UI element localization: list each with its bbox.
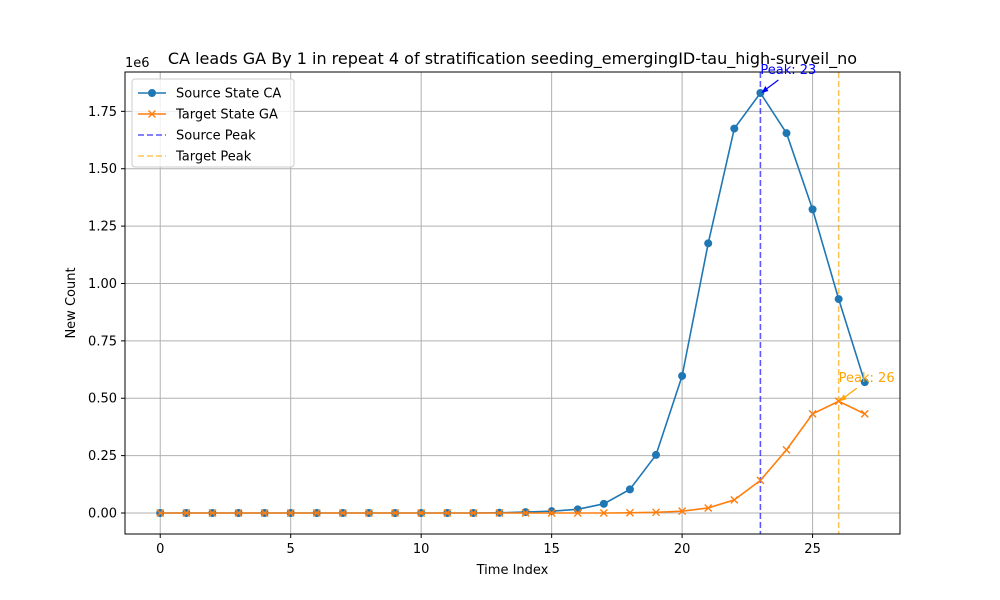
data-point xyxy=(599,509,608,517)
data-point xyxy=(782,445,791,454)
peak-lines xyxy=(759,72,840,534)
data-point xyxy=(495,509,504,517)
data-point xyxy=(286,509,295,517)
data-point xyxy=(704,239,713,248)
data-point xyxy=(834,295,843,304)
data-point xyxy=(678,371,687,380)
data-point xyxy=(312,509,321,517)
data-point xyxy=(652,508,661,517)
data-point xyxy=(338,509,347,517)
x-axis-ticks: 0 5 10 15 20 25 xyxy=(156,534,821,557)
legend-box xyxy=(131,78,295,168)
data-point xyxy=(860,409,869,418)
x-tick-label: 25 xyxy=(804,542,821,557)
y-axis-label: New Count xyxy=(64,267,79,338)
data-point xyxy=(443,509,452,517)
data-point xyxy=(182,509,191,517)
data-point xyxy=(260,509,269,517)
series-x xyxy=(156,397,869,517)
data-point xyxy=(469,509,478,517)
legend-entry: Source State CA xyxy=(138,87,281,102)
data-point xyxy=(625,485,634,494)
data-point xyxy=(756,476,765,485)
annotation-label: Peak: 26 xyxy=(839,371,895,386)
x-tick-label: 5 xyxy=(287,542,295,557)
y-tick-label: 1.00 xyxy=(88,277,117,292)
data-point xyxy=(730,124,739,133)
chart-title: CA leads GA By 1 in repeat 4 of stratifi… xyxy=(168,49,857,69)
x-tick-label: 20 xyxy=(674,542,691,557)
x-tick-label: 10 xyxy=(413,542,430,557)
peak-annotation: Peak: 23 xyxy=(760,63,816,93)
data-point xyxy=(834,397,843,406)
y-tick-label: 1.75 xyxy=(88,105,117,120)
legend-label: Source Peak xyxy=(176,129,256,144)
legend-label: Target Peak xyxy=(175,150,252,165)
data-point xyxy=(547,509,556,517)
data-point xyxy=(782,129,791,138)
data-point xyxy=(208,509,217,517)
y-tick-label: 1.50 xyxy=(88,162,117,177)
data-point xyxy=(625,508,634,517)
x-axis-label: Time Index xyxy=(476,563,549,578)
legend-entry: Target State GA xyxy=(138,108,278,123)
legend: Source State CA Target State GA Source Pea… xyxy=(131,78,295,168)
y-tick-label: 0.50 xyxy=(88,392,117,407)
y-tick-label: 1.25 xyxy=(88,220,117,235)
data-point xyxy=(573,509,582,517)
legend-label: Source State CA xyxy=(176,87,281,102)
legend-label: Target State GA xyxy=(175,108,278,123)
y-axis-offset-label: 1e6 xyxy=(125,56,150,71)
data-point xyxy=(521,509,530,517)
data-point xyxy=(808,205,817,214)
data-point xyxy=(860,378,869,387)
peak-annotations: Peak: 23 Peak: 26 xyxy=(760,63,895,402)
y-tick-label: 0.75 xyxy=(88,334,117,349)
data-point xyxy=(704,503,713,512)
series-line xyxy=(160,400,866,514)
data-point xyxy=(730,495,739,504)
series-layer xyxy=(156,89,869,517)
legend-entry: Target Peak xyxy=(138,150,252,165)
plot-area-frame xyxy=(124,71,901,535)
annotation-label: Peak: 23 xyxy=(760,63,816,78)
data-point xyxy=(234,509,243,517)
x-tick-label: 15 xyxy=(543,542,560,557)
data-point xyxy=(156,509,165,517)
annotation-arrowhead xyxy=(761,86,769,93)
legend-swatch-marker xyxy=(148,110,156,118)
data-point xyxy=(756,89,765,97)
data-point xyxy=(599,499,608,508)
annotation-arrowhead xyxy=(839,394,847,402)
peak-annotation: Peak: 26 xyxy=(839,371,895,402)
data-point xyxy=(808,409,817,418)
grid-lines xyxy=(125,72,900,534)
legend-swatch-marker xyxy=(148,89,156,97)
data-point xyxy=(364,509,373,517)
data-point xyxy=(391,509,400,517)
legend-entry: Source Peak xyxy=(138,129,256,144)
y-axis-ticks: 0.00 0.25 0.50 0.75 1.00 1.25 1.50 1.75 xyxy=(88,105,125,522)
data-point xyxy=(678,507,687,516)
x-tick-label: 0 xyxy=(156,542,164,557)
y-tick-label: 0.00 xyxy=(88,507,117,522)
y-tick-label: 0.25 xyxy=(88,449,117,464)
data-point xyxy=(652,450,661,459)
data-point xyxy=(417,509,426,517)
